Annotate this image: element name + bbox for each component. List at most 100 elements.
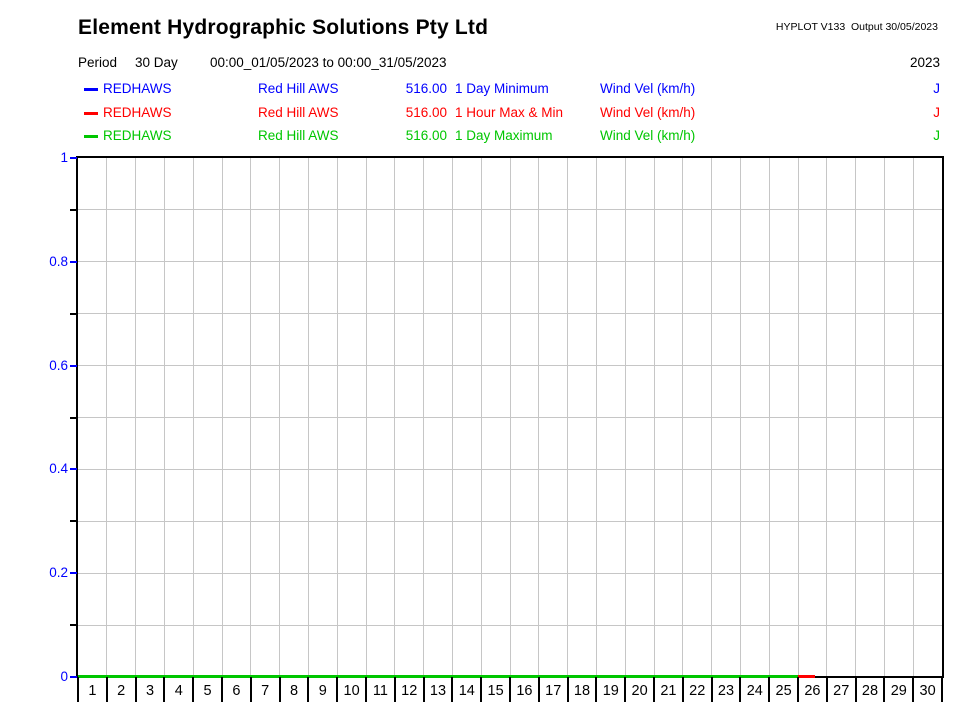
v-gridline <box>135 158 137 677</box>
y-minor-tick <box>70 624 77 627</box>
v-gridline <box>451 158 453 677</box>
legend-sensor-number: 516.00 <box>405 128 447 143</box>
period-year: 2023 <box>909 55 940 70</box>
x-tick-label: 26 <box>804 683 821 699</box>
y-major-tick <box>70 572 77 575</box>
period-range: 00:00_01/05/2023 to 00:00_31/05/2023 <box>210 55 447 70</box>
x-day-separator <box>537 677 540 702</box>
legend-station-name: Red Hill AWS <box>258 104 339 120</box>
v-gridline <box>394 158 396 677</box>
legend-row: REDHAWS Red Hill AWS 516.00 1 Day Maximu… <box>0 128 968 146</box>
v-gridline <box>855 158 857 677</box>
x-tick-label: 1 <box>88 683 97 699</box>
y-major-tick <box>70 157 77 159</box>
v-gridline <box>423 158 425 677</box>
x-day-separator <box>365 677 367 702</box>
y-major-tick <box>70 676 77 678</box>
series-segment <box>78 674 798 678</box>
x-tick-label: 10 <box>343 683 360 699</box>
x-tick-label: 12 <box>401 683 418 699</box>
x-tick-label: 15 <box>487 683 504 699</box>
y-minor-tick <box>70 208 77 211</box>
v-gridline <box>250 158 252 677</box>
legend-sensor-number: 516.00 <box>405 81 447 96</box>
v-gridline <box>653 158 655 677</box>
v-gridline <box>912 158 914 677</box>
v-gridline <box>595 158 597 677</box>
x-day-separator <box>825 677 828 702</box>
y-major-tick <box>70 260 77 263</box>
v-gridline <box>480 158 482 677</box>
v-gridline <box>106 158 108 677</box>
y-minor-tick <box>70 416 77 419</box>
legend-quality-code: J <box>933 81 940 96</box>
y-tick-label: 0.2 <box>49 565 68 581</box>
x-tick-label: 30 <box>919 683 936 699</box>
x-tick-label: 11 <box>372 683 388 699</box>
x-day-separator <box>480 677 483 702</box>
y-tick-label: 0.6 <box>49 357 68 373</box>
v-gridline <box>163 158 165 677</box>
x-day-separator <box>912 677 915 702</box>
x-tick-label: 3 <box>145 683 155 699</box>
x-day-separator <box>854 677 857 702</box>
x-day-separator <box>566 677 569 702</box>
v-gridline <box>336 158 338 677</box>
v-gridline <box>883 158 885 677</box>
legend-trace-type: 1 Hour Max & Min <box>455 104 564 120</box>
x-tick-label: 20 <box>631 683 648 699</box>
x-tick-label: 16 <box>516 683 533 699</box>
x-tick-label: 8 <box>289 683 299 699</box>
x-day-separator <box>134 677 137 702</box>
x-tick-label: 2 <box>117 683 126 699</box>
v-gridline <box>768 158 770 677</box>
x-day-separator <box>768 677 771 702</box>
x-tick-label: 6 <box>232 683 241 699</box>
legend-station-name: Red Hill AWS <box>258 81 339 96</box>
x-tick-label: 4 <box>174 683 183 699</box>
hyplot-version-stamp: HYPLOT V133 Output 30/05/2023 <box>775 21 938 33</box>
x-day-separator <box>192 677 195 702</box>
legend-sensor-number: 516.00 <box>405 104 447 120</box>
v-gridline <box>826 158 828 677</box>
legend-station-id: REDHAWS <box>103 104 172 120</box>
y-minor-tick <box>70 520 77 523</box>
v-gridline <box>509 158 511 677</box>
x-day-separator <box>624 677 627 702</box>
legend-variable: Wind Vel (km/h) <box>600 104 696 120</box>
x-day-separator <box>393 677 396 702</box>
y-tick-label: 1 <box>60 150 68 165</box>
x-day-separator <box>509 677 511 702</box>
x-day-separator <box>249 677 252 702</box>
v-gridline <box>797 158 799 677</box>
legend-station-name: Red Hill AWS <box>258 128 339 143</box>
y-tick-label: 0 <box>60 669 68 684</box>
plot-border-right <box>942 156 944 677</box>
x-tick-label: 21 <box>660 683 677 699</box>
y-minor-tick <box>70 312 77 315</box>
x-day-separator <box>422 677 425 702</box>
x-tick-label: 27 <box>833 683 850 699</box>
v-gridline <box>567 158 569 677</box>
x-day-separator <box>77 677 79 702</box>
trace-line-swatch <box>84 88 98 91</box>
x-tick-label: 28 <box>861 683 879 699</box>
v-gridline <box>538 158 540 677</box>
legend-trace-type: 1 Day Minimum <box>455 81 549 96</box>
x-tick-label: 13 <box>429 683 447 699</box>
x-tick-label: 18 <box>573 683 591 699</box>
period-value: 30 Day <box>135 55 178 70</box>
y-tick-label: 0.8 <box>49 253 68 269</box>
x-day-separator <box>653 677 655 702</box>
v-gridline <box>307 158 309 677</box>
x-tick-label: 17 <box>545 683 562 699</box>
x-day-separator <box>221 677 223 702</box>
v-gridline <box>739 158 741 677</box>
v-gridline <box>221 158 223 677</box>
x-tick-label: 7 <box>261 683 270 699</box>
y-tick-label: 0.4 <box>49 461 68 477</box>
x-tick-label: 22 <box>689 683 706 699</box>
plot-border-left <box>76 156 78 677</box>
x-day-separator <box>595 677 598 702</box>
